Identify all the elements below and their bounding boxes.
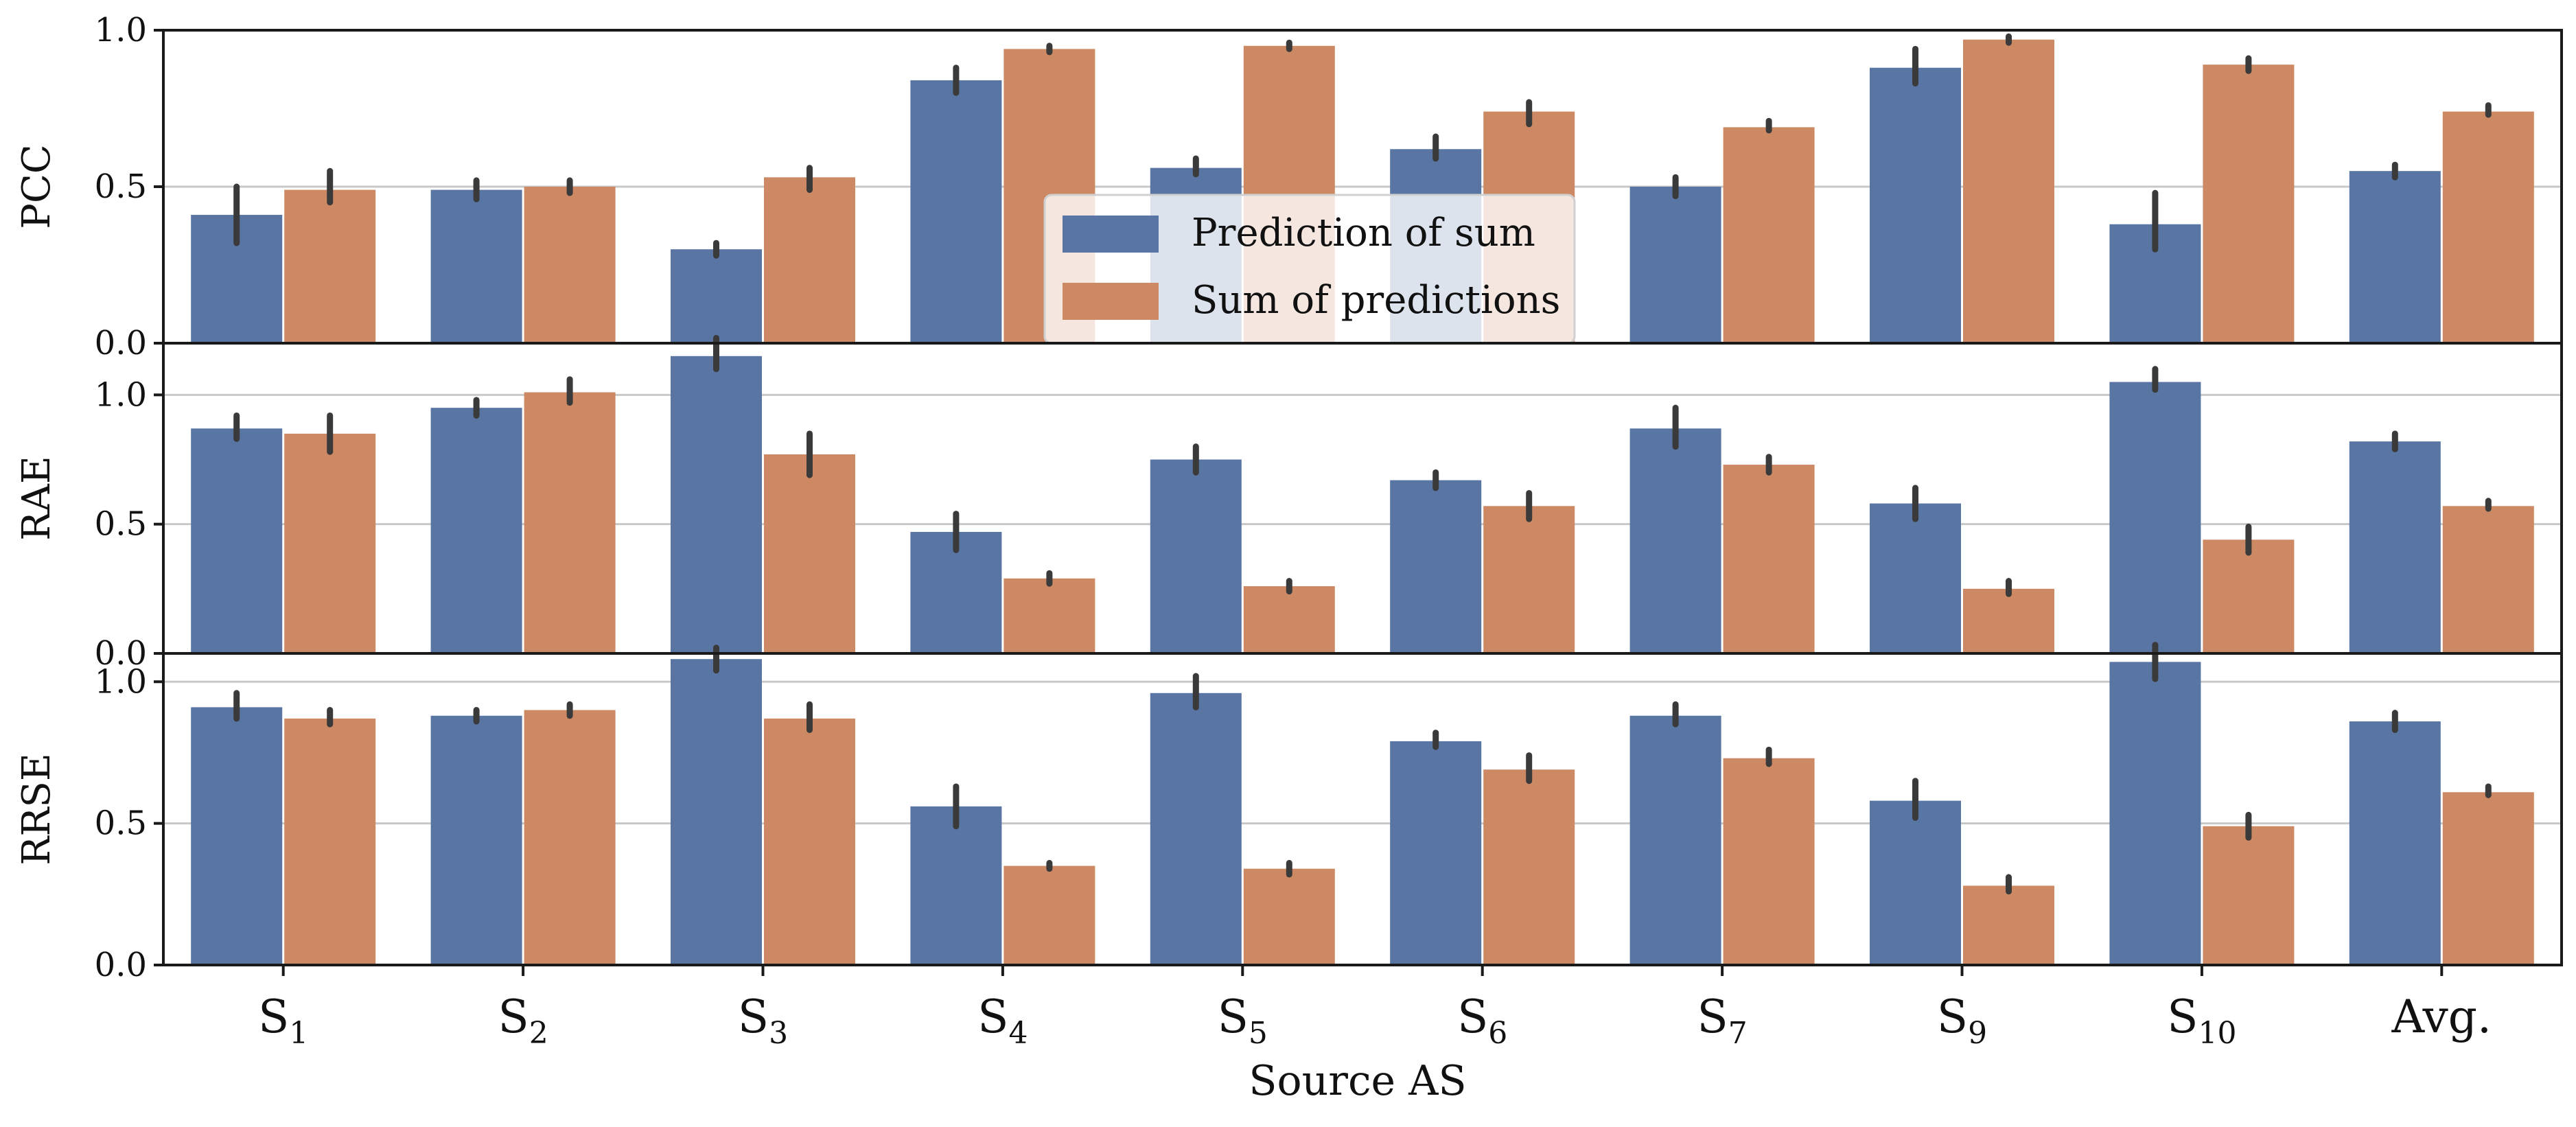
bar-rrse-s0-c2 [671,659,762,965]
y-tick-label: 0.0 [95,324,147,362]
bar-pcc-s1-c6 [1723,127,1815,344]
x-tick-label: S7 [1697,990,1747,1051]
y-tick-label: 0.5 [95,804,147,843]
y-axis-title: RRSE [14,753,59,865]
x-tick-label: S5 [1218,990,1268,1051]
bar-pcc-s1-c1 [524,187,616,343]
y-tick-label: 0.5 [95,167,147,206]
bar-pcc-s1-c9 [2442,111,2534,343]
bar-pcc-s1-c7 [1963,39,2054,344]
bar-rrse-s0-c3 [910,806,1002,965]
bar-pcc-s0-c7 [1870,67,1961,343]
bar-rae-s1-c8 [2203,539,2295,653]
y-axis-title: PCC [14,144,59,229]
bar-rae-s0-c2 [671,356,762,653]
bar-rrse-s1-c0 [284,718,376,965]
bar-rrse-s1-c8 [2203,826,2295,965]
bar-rae-s0-c9 [2349,441,2441,653]
bar-rrse-s0-c1 [430,715,522,965]
legend-swatch-1 [1063,283,1159,320]
bar-pcc-s1-c0 [284,189,376,343]
bar-rae-s0-c6 [1629,428,1721,653]
x-tick-label: S9 [1937,990,1987,1051]
panel-frame [162,652,2563,966]
bar-rrse-s1-c5 [1483,769,1575,965]
x-axis: S1 S2 S3 S4 S5 S6 S7 S9 S10 Avg. [258,965,2492,1051]
bar-rrse-s0-c8 [2109,662,2201,965]
bar-rae-s1-c1 [524,392,616,653]
bar-pcc-s1-c2 [764,177,855,343]
bar-rrse-s1-c7 [1963,885,2054,965]
y-axis-title: RAE [14,456,59,540]
panel-pcc: 0.0 0.5 1.0 PCC Prediction of sum Sum of pred… [14,11,2563,362]
y-tick-label: 1.0 [95,662,147,701]
x-tick-label: S1 [258,990,308,1051]
bar-rrse-s1-c3 [1003,865,1095,965]
bar-rrse-s0-c9 [2349,721,2441,965]
legend: Prediction of sum Sum of predictions [1043,194,1576,345]
panel-rrse: 0.0 0.5 1.0 RRSE [14,642,2563,984]
bar-rae-s0-c0 [191,428,283,653]
bar-rae-s0-c5 [1390,480,1482,653]
bar-pcc-s0-c1 [430,189,522,343]
bar-rrse-s0-c6 [1629,715,1721,965]
bar-rae-s1-c3 [1003,578,1095,653]
bar-rae-s1-c4 [1243,586,1335,653]
bar-rrse-s1-c1 [524,710,616,965]
bar-rae-s0-c1 [430,408,522,653]
bar-rae-s1-c0 [284,433,376,653]
bar-rrse-s1-c6 [1723,758,1815,965]
y-tick-label: 1.0 [95,375,147,414]
bar-rrse-s1-c9 [2442,792,2534,965]
bar-rae-s1-c6 [1723,465,1815,653]
y-tick-label: 0.5 [95,505,147,544]
x-tick-label: S3 [738,990,788,1051]
x-tick-label: S10 [2167,990,2236,1051]
panel-rae: 0.0 0.5 1.0 RAE [14,334,2563,673]
legend-label-1: Sum of predictions [1192,278,1560,323]
panels-layer: 0.0 0.5 1.0 PCC Prediction of sum Sum of pred… [14,11,2563,984]
bar-rrse-s0-c7 [1870,800,1961,965]
bar-pcc-s1-c8 [2203,65,2295,343]
bar-rae-s1-c7 [1963,588,2054,653]
bar-pcc-s0-c2 [671,249,762,343]
x-axis-title: Source AS [1249,1057,1466,1105]
y-tick-label: 0.0 [95,946,147,984]
x-tick-label: S6 [1457,990,1507,1051]
bar-rae-s0-c8 [2109,382,2201,653]
y-tick-label: 0.0 [95,634,147,673]
bar-pcc-s0-c6 [1629,187,1721,343]
bar-rrse-s1-c4 [1243,868,1335,965]
bar-rrse-s1-c2 [764,718,855,965]
bar-rrse-s0-c4 [1150,693,1242,965]
bar-pcc-s0-c9 [2349,171,2441,343]
bar-rrse-s0-c5 [1390,741,1482,965]
y-tick-label: 1.0 [95,11,147,49]
bar-rrse-s0-c0 [191,707,283,965]
legend-label-0: Prediction of sum [1192,211,1535,255]
bar-pcc-s0-c3 [910,80,1002,344]
bar-rae-s0-c4 [1150,459,1242,653]
x-tick-label: S2 [498,990,548,1051]
bar-rae-s1-c2 [764,454,855,653]
x-tick-label: Avg. [2391,990,2492,1043]
bar-rae-s0-c7 [1870,503,1961,653]
bar-rae-s1-c5 [1483,506,1575,653]
bar-rae-s1-c9 [2442,506,2534,653]
x-tick-label: S4 [977,990,1028,1051]
legend-swatch-0 [1063,216,1159,253]
